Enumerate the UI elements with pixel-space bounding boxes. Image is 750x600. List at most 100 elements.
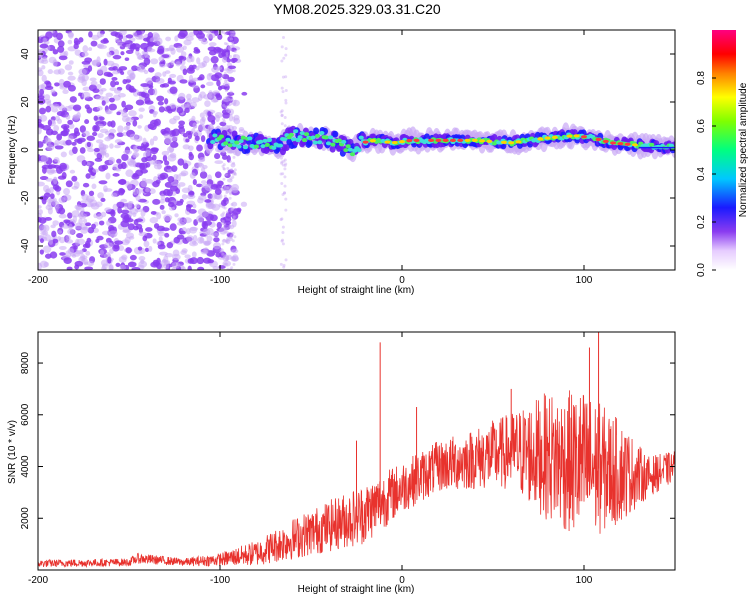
noise-blob — [133, 225, 139, 231]
streak-blob — [280, 217, 284, 221]
noise-blob — [106, 51, 112, 58]
noise-blob — [152, 238, 157, 244]
noise-blob — [88, 31, 93, 38]
noise-blob — [169, 223, 177, 231]
streak-blob — [282, 159, 286, 163]
noise-blob — [57, 118, 62, 125]
noise-blob — [110, 80, 116, 88]
streak-blob — [221, 74, 225, 78]
streak-blob — [280, 86, 284, 90]
streak-blob — [222, 211, 226, 215]
noise-blob — [194, 135, 200, 142]
band-core — [218, 134, 225, 139]
colorbar-tick-label: 0.8 — [696, 71, 707, 85]
band-body — [491, 134, 498, 142]
noise-blob — [52, 49, 59, 55]
noise-blob — [39, 43, 49, 49]
noise-blob — [164, 253, 174, 258]
noise-blob — [197, 266, 205, 270]
snr-marks — [38, 332, 675, 568]
noise-blob — [60, 124, 70, 130]
noise-blob — [112, 173, 120, 177]
streak-blob — [223, 206, 227, 210]
streak-blob — [229, 90, 233, 94]
streak-blob — [231, 30, 235, 34]
noise-blob — [187, 265, 192, 270]
streak-blob — [232, 118, 236, 122]
noise-blob — [192, 203, 197, 209]
streak-blob — [222, 225, 226, 229]
noise-blob — [156, 262, 162, 270]
streak-blob — [281, 35, 285, 39]
streak-blob — [225, 239, 229, 243]
streak-blob — [229, 98, 233, 102]
streak-blob — [279, 156, 283, 160]
noise-blob — [238, 127, 245, 131]
noise-blob — [145, 77, 153, 84]
streak-blob — [280, 114, 284, 118]
noise-blob — [65, 235, 71, 241]
band-core — [319, 130, 325, 135]
streak-blob — [282, 263, 286, 267]
noise-blob — [125, 84, 132, 91]
streak-blob — [281, 90, 285, 94]
noise-blob — [41, 74, 47, 83]
noise-blob — [80, 226, 89, 234]
noise-blob — [192, 234, 198, 243]
streak-blob — [281, 225, 285, 229]
band-core — [304, 132, 310, 137]
noise-blob — [59, 252, 66, 256]
noise-blob — [145, 227, 153, 232]
noise-blob — [68, 223, 73, 231]
streak-blob — [281, 193, 285, 197]
noise-blob — [86, 106, 93, 114]
noise-blob — [120, 209, 130, 215]
noise-blob — [174, 35, 179, 42]
band-core — [212, 133, 218, 138]
streak-blob — [232, 102, 236, 106]
noise-blob — [125, 117, 135, 123]
noise-blob — [176, 46, 185, 53]
noise-blob — [43, 98, 52, 104]
noise-blob — [175, 188, 181, 194]
noise-blob — [39, 249, 44, 255]
noise-blob — [214, 152, 221, 160]
band-core — [210, 140, 216, 145]
noise-blob — [91, 223, 96, 230]
noise-blob — [197, 162, 205, 168]
noise-blob — [56, 133, 63, 141]
band-core — [301, 138, 308, 143]
noise-blob — [199, 171, 208, 179]
streak-blob — [225, 54, 229, 58]
noise-blob — [125, 49, 134, 54]
noise-blob — [78, 37, 84, 43]
streak-blob — [225, 257, 229, 261]
noise-blob — [39, 238, 44, 244]
streak-blob — [221, 252, 225, 256]
noise-blob — [132, 188, 139, 196]
streak-blob — [284, 75, 288, 79]
noise-blob — [126, 182, 133, 190]
colorbar-label: Normalized spectral amplitude — [738, 82, 749, 217]
noise-blob — [216, 66, 223, 71]
band-core — [227, 143, 233, 148]
streak-blob — [222, 167, 226, 171]
streak-blob — [229, 187, 233, 191]
noise-blob — [99, 89, 104, 95]
noise-blob — [221, 101, 228, 110]
figure-title: YM08.2025.329.03.31.C20 — [273, 1, 441, 17]
band-core — [293, 129, 299, 134]
noise-blob — [86, 141, 92, 148]
noise-blob — [166, 165, 172, 170]
band-core — [288, 132, 294, 137]
noise-blob — [109, 97, 115, 103]
noise-blob — [163, 214, 173, 221]
noise-blob — [38, 205, 42, 209]
streak-blob — [281, 231, 285, 235]
snr-x-tick-label: 0 — [399, 575, 405, 586]
noise-blob — [188, 145, 194, 152]
band-core — [317, 140, 323, 145]
noise-blob — [168, 44, 175, 51]
noise-blob — [120, 198, 128, 203]
noise-blob — [85, 222, 92, 227]
